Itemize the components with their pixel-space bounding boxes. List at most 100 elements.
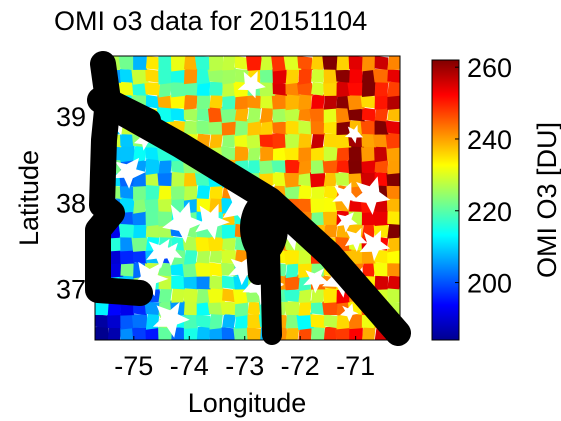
heatmap-cell xyxy=(386,145,400,161)
data-gap xyxy=(112,157,146,189)
heatmap-cell xyxy=(221,146,237,161)
heatmap-cell xyxy=(298,157,313,175)
data-gap xyxy=(352,176,391,215)
heatmap-cell xyxy=(145,56,160,70)
heatmap-cell xyxy=(323,93,338,110)
heatmap-cell xyxy=(156,106,174,123)
heatmap-cell xyxy=(335,106,351,124)
heatmap-cell xyxy=(310,314,326,329)
heatmap-cell xyxy=(233,327,250,340)
heatmap-cell xyxy=(207,120,225,135)
heatmap-cell xyxy=(222,236,236,251)
heatmap-cell xyxy=(183,301,198,316)
heatmap-cell xyxy=(145,184,160,200)
heatmap-cell xyxy=(183,120,198,135)
heatmap-cell xyxy=(157,94,174,109)
heatmap-cell xyxy=(145,94,160,109)
heatmap-cell xyxy=(259,81,275,97)
heatmap-cell xyxy=(285,260,300,279)
heatmap-cell xyxy=(311,68,325,83)
heatmap-cell xyxy=(132,81,148,96)
heatmap-cell xyxy=(361,210,376,226)
heatmap-cell xyxy=(95,314,111,329)
heatmap-cell xyxy=(194,262,213,277)
heatmap-cell xyxy=(387,68,400,83)
heatmap-cell xyxy=(207,106,225,123)
heatmap-cell xyxy=(387,107,400,122)
heatmap-cell xyxy=(284,185,301,199)
heatmap-cell xyxy=(183,171,198,187)
boundary-line-north xyxy=(92,55,161,131)
heatmap-cell xyxy=(259,68,275,83)
heatmap-cell xyxy=(259,133,275,148)
heatmap-cell xyxy=(272,131,288,149)
heatmap-cell xyxy=(171,287,185,303)
heatmap-cell xyxy=(298,326,313,340)
plot-frame xyxy=(94,55,401,341)
heatmap-cell xyxy=(133,56,147,70)
boundary-overlay xyxy=(85,51,411,346)
heatmap-cell xyxy=(298,67,313,85)
heatmap-cell xyxy=(196,185,211,199)
heatmap-cell xyxy=(95,301,109,316)
heatmap-cell xyxy=(298,93,313,110)
data-gap xyxy=(228,255,259,286)
heatmap-cell xyxy=(208,56,224,72)
heatmap-cell xyxy=(361,262,376,277)
heatmap-cell xyxy=(361,107,376,122)
heatmap-cell xyxy=(347,107,365,122)
heatmap-cell xyxy=(387,80,400,98)
heatmap-cell xyxy=(209,275,224,290)
data-gap xyxy=(132,261,169,297)
heatmap-cell xyxy=(361,56,376,72)
colorbar: 200 220 240 260 OMI O3 [DU] xyxy=(431,53,561,341)
heatmap-cell xyxy=(311,132,325,149)
heatmap-cell xyxy=(222,93,236,110)
heatmap-cell xyxy=(285,313,300,329)
heatmap-cell xyxy=(385,120,400,135)
colorbar-tick-label: 240 xyxy=(467,125,512,155)
heatmap-cell xyxy=(336,159,351,174)
heatmap-cell xyxy=(171,275,185,290)
heatmap-cell xyxy=(283,288,302,303)
heatmap-cell xyxy=(372,68,391,83)
heatmap-cell xyxy=(298,172,313,187)
heatmap-cell xyxy=(258,158,276,175)
heatmap-cell xyxy=(157,209,174,227)
heatmap-cell xyxy=(182,236,200,251)
heatmap-cell xyxy=(322,301,340,316)
heatmap-cell xyxy=(387,210,400,225)
heatmap-cell xyxy=(182,81,199,96)
heatmap-cell xyxy=(387,249,400,264)
heatmap-cell xyxy=(336,312,351,330)
heatmap-cell xyxy=(119,185,135,199)
heatmap-cell xyxy=(158,184,173,200)
heatmap-cell xyxy=(323,81,339,97)
y-tick-label: 37 xyxy=(56,274,86,304)
heatmap-cell xyxy=(133,183,147,201)
heatmap-cell xyxy=(386,198,400,212)
heatmap-cell xyxy=(361,80,376,98)
heatmap-cell xyxy=(311,185,325,199)
y-axis: 37 38 39 xyxy=(56,102,99,304)
heatmap-cell xyxy=(118,81,136,96)
heatmap-cell xyxy=(196,93,211,110)
heatmap-cell xyxy=(145,157,160,175)
data-gap xyxy=(340,303,359,322)
heatmap-cell xyxy=(183,67,198,85)
heatmap-cell xyxy=(144,81,162,96)
heatmap-cell xyxy=(374,93,389,110)
heatmap-cell xyxy=(336,145,351,162)
heatmap-cell xyxy=(158,158,173,174)
data-gap xyxy=(332,182,360,211)
heatmap-cell xyxy=(322,159,339,174)
heatmap-cell xyxy=(360,120,377,135)
heatmap-cell xyxy=(272,172,287,187)
heatmap-cell xyxy=(347,93,365,111)
heatmap-cell xyxy=(271,93,288,110)
heatmap-cell xyxy=(348,56,364,70)
heatmap-cell xyxy=(298,198,313,212)
heatmap-cell xyxy=(323,106,338,123)
heatmap-cell xyxy=(284,159,301,174)
heatmap-cell xyxy=(107,326,122,340)
